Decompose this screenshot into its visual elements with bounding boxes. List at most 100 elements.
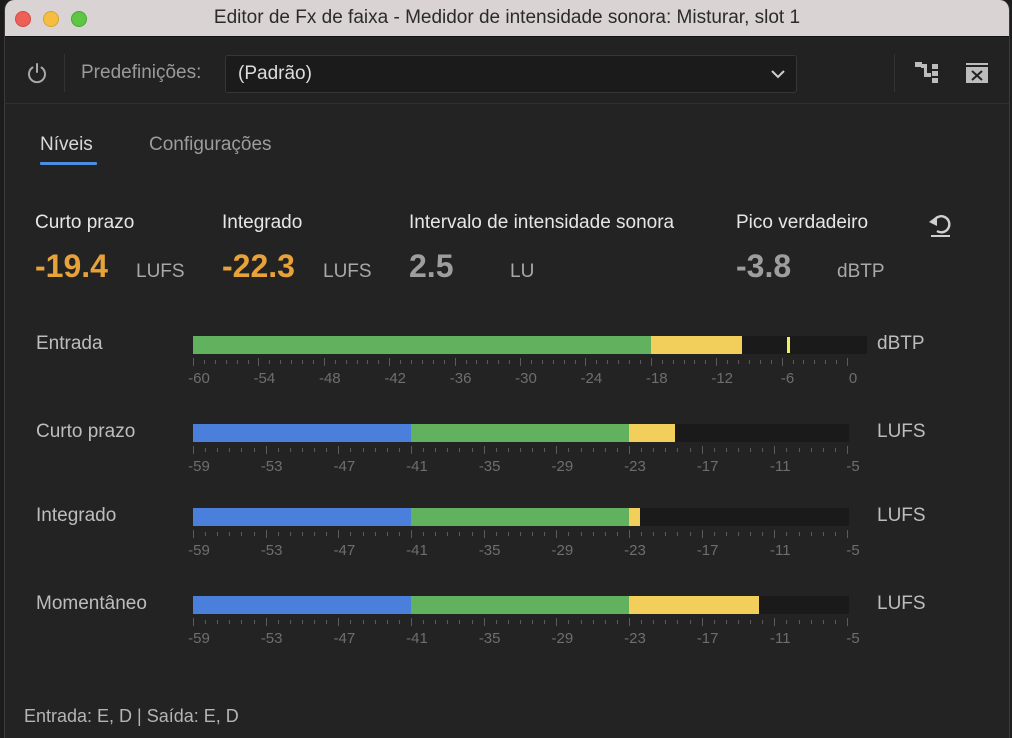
preset-value: (Padrão) (238, 63, 312, 84)
meter-track (193, 424, 849, 442)
reset-icon[interactable] (927, 212, 953, 238)
stat-label: Intervalo de intensidade sonora (409, 212, 675, 233)
meter-segment-green (411, 508, 629, 526)
scale-tick-label: -23 (624, 458, 646, 475)
scale-tick-label: -5 (846, 542, 860, 559)
meter-segment-yellow (629, 508, 640, 526)
scale-tick-label: -59 (188, 458, 210, 475)
tab-settings[interactable]: Configurações (149, 134, 272, 155)
toolbar: Predefinições: (Padrão) (5, 38, 1009, 104)
meter-segment-blue (193, 596, 411, 614)
active-tab-indicator (40, 162, 97, 165)
scale-tick-label: -17 (696, 630, 719, 647)
meter-label: Momentâneo (36, 593, 147, 614)
scale-tick-label: -11 (770, 630, 791, 647)
window-maximize-button[interactable] (71, 11, 87, 27)
scale-tick-label: -17 (696, 542, 719, 559)
scale-tick-label: -29 (551, 630, 574, 647)
chevron-down-icon (771, 70, 785, 79)
stat-short-term: Curto prazo -19.4 LUFS (35, 212, 185, 296)
meter-label: Curto prazo (36, 421, 136, 442)
scale-tick-label: -47 (333, 542, 356, 559)
scale-tick-label: -47 (333, 458, 356, 475)
scale-tick-label: -53 (260, 630, 283, 647)
stat-integrated: Integrado -22.3 LUFS (222, 212, 372, 296)
scale-tick-label: -5 (846, 458, 860, 475)
background-window-edge (0, 0, 4, 738)
stat-value: -3.8 (736, 248, 792, 284)
scale-tick-label: -35 (478, 630, 501, 647)
scale-tick-label: -59 (188, 630, 210, 647)
stat-unit: LUFS (323, 261, 372, 282)
scale-tick-label: -24 (580, 370, 603, 387)
scale-tick-label: 0 (848, 370, 858, 387)
scale-tick-label: -41 (406, 542, 428, 559)
meter-segment-yellow (629, 424, 676, 442)
meter-segment-yellow (650, 336, 743, 354)
tab-levels[interactable]: Níveis (40, 134, 93, 155)
meter-unit: LUFS (877, 593, 926, 614)
scale-tick-label: -5 (846, 630, 860, 647)
meter-segment-blue (193, 508, 411, 526)
stat-label: Pico verdadeiro (736, 212, 869, 233)
meter-track (193, 336, 867, 354)
stat-unit: LUFS (136, 261, 185, 282)
io-status: Entrada: E, D | Saída: E, D (24, 706, 239, 726)
scale-tick-label: -35 (478, 458, 501, 475)
window-close-button[interactable] (15, 11, 31, 27)
scale-tick-label: -23 (624, 630, 646, 647)
meter-unit: LUFS (877, 421, 926, 442)
scale-tick-label: -53 (260, 542, 283, 559)
presets-label: Predefinições: (81, 62, 202, 83)
stat-loudness-range: Intervalo de intensidade sonora 2.5 LU (409, 212, 674, 296)
meter-segment-yellow (629, 596, 759, 614)
stat-label: Curto prazo (35, 212, 135, 233)
meter-label: Entrada (36, 333, 103, 354)
scale-tick-label: -6 (780, 370, 795, 387)
meter-label: Integrado (36, 505, 117, 526)
scale-tick-label: -12 (711, 370, 734, 387)
stat-value: -19.4 (35, 248, 108, 284)
meter-segment-green (193, 336, 651, 354)
scale-tick-label: -36 (449, 370, 472, 387)
presets-dropdown[interactable]: (Padrão) (225, 55, 797, 93)
scale-tick-label: -35 (478, 542, 501, 559)
scale-tick-label: -30 (515, 370, 537, 387)
scale-tick-label: -29 (551, 542, 574, 559)
scale-tick-label: -41 (406, 630, 428, 647)
scale-tick-label: -48 (318, 370, 341, 387)
scale-tick-label: -53 (260, 458, 283, 475)
meter-unit: LUFS (877, 505, 926, 526)
stat-value: -22.3 (222, 248, 295, 284)
scale-tick-label: -11 (770, 458, 791, 475)
window-title: Editor de Fx de faixa - Medidor de inten… (213, 7, 801, 28)
close-effect-icon[interactable] (965, 63, 989, 83)
stat-unit: dBTP (837, 261, 885, 282)
meter-track (193, 596, 849, 614)
stat-unit: LU (510, 261, 535, 282)
scale-tick-label: -18 (645, 370, 668, 387)
scale-tick-label: -17 (696, 458, 719, 475)
scale-tick-label: -54 (253, 370, 276, 387)
meter-unit: dBTP (877, 333, 925, 354)
power-icon[interactable] (25, 61, 49, 85)
window-minimize-button[interactable] (43, 11, 59, 27)
title-bar[interactable]: Editor de Fx de faixa - Medidor de inten… (5, 0, 1009, 37)
scale-tick-label: -60 (188, 370, 210, 387)
meter-segment-green (411, 596, 629, 614)
scale-tick-label: -59 (188, 542, 210, 559)
scale-tick-label: -42 (384, 370, 407, 387)
toolbar-divider (64, 54, 65, 92)
toolbar-divider (894, 54, 895, 92)
meter-track (193, 508, 849, 526)
stat-label: Integrado (222, 212, 303, 233)
routing-icon[interactable] (915, 60, 939, 84)
scale-tick-label: -41 (406, 458, 428, 475)
scale-tick-label: -23 (624, 542, 646, 559)
stat-true-peak: Pico verdadeiro -3.8 dBTP (736, 212, 885, 296)
meter-segment-green (411, 424, 629, 442)
stat-value: 2.5 (409, 248, 454, 284)
scale-tick-label: -29 (551, 458, 574, 475)
peak-hold-marker (787, 337, 791, 353)
scale-tick-label: -47 (333, 630, 356, 647)
